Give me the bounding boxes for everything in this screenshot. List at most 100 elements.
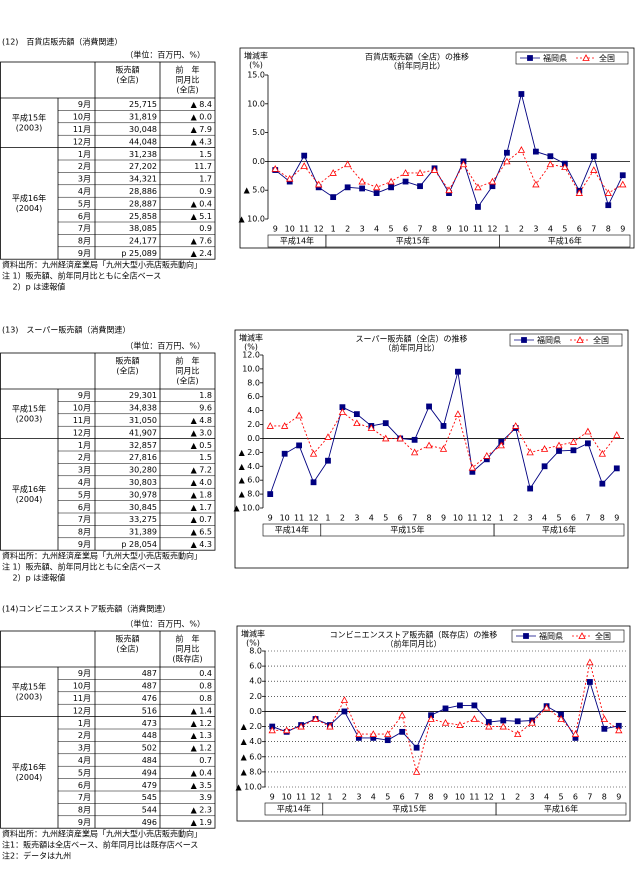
sales-cell: 496 [142, 818, 157, 827]
marker [396, 434, 404, 442]
month-cell: 8月 [78, 237, 91, 246]
marker [605, 202, 612, 209]
sales-cell: 484 [142, 756, 157, 765]
y-tick-label: 8.0 [247, 378, 260, 387]
x-tick-label: 11 [469, 793, 479, 802]
x-tick-label: 12 [482, 514, 492, 523]
sales-cell: 31,819 [129, 113, 157, 122]
legend-label: 福岡県 [537, 336, 561, 345]
yoy-cell: ▲ 1.3 [191, 731, 212, 740]
marker [358, 177, 366, 185]
marker [526, 448, 534, 456]
x-tick-label: 9 [268, 514, 273, 523]
table-header: 同月比 [176, 366, 200, 376]
sales-cell: 31,050 [129, 416, 157, 425]
x-tick-label: 1 [327, 793, 332, 802]
sales-cell: 24,177 [129, 237, 157, 246]
sales-cell: 30,845 [129, 503, 157, 512]
marker [297, 722, 305, 730]
yoy-cell: 0.7 [199, 756, 212, 765]
series-line [270, 411, 618, 469]
x-tick-label: 6 [403, 225, 408, 234]
x-tick-label: 3 [533, 225, 538, 234]
x-tick-label: 7 [414, 793, 419, 802]
yoy-cell: 1.7 [199, 175, 212, 184]
legend-box [511, 629, 625, 643]
x-tick-label: 6 [571, 514, 576, 523]
marker [281, 450, 288, 457]
marker [541, 463, 548, 470]
month-cell: 7月 [78, 224, 91, 233]
marker [459, 160, 468, 168]
month-cell: 2月 [78, 731, 91, 740]
year-label: 平成16年 [544, 804, 578, 814]
marker [440, 423, 447, 429]
x-tick-label: 9 [620, 225, 625, 234]
y-tick-label: ▲ 10.0 [233, 504, 260, 513]
marker [578, 632, 586, 639]
year-label: 平成16年 [548, 236, 582, 246]
sales-cell: 487 [142, 682, 157, 691]
yoy-cell: 0.4 [199, 669, 212, 678]
yoy-cell: ▲ 0.5 [191, 441, 212, 450]
month-cell: 9月 [78, 818, 91, 827]
yoy-cell: 0.8 [199, 682, 212, 691]
marker [590, 153, 597, 160]
x-tick-label: 4 [544, 793, 549, 802]
x-tick-label: 5 [383, 514, 388, 523]
month-cell: 3月 [78, 175, 91, 184]
x-tick-label: 8 [432, 225, 437, 234]
marker [286, 174, 294, 182]
x-tick-label: 9 [614, 514, 619, 523]
marker [268, 726, 276, 734]
chart-title: 百貨店販売額（全店）の推移 [365, 52, 469, 62]
marker [497, 441, 505, 449]
group-label: 平成15年 [12, 681, 46, 691]
marker [310, 479, 317, 486]
series-line [269, 371, 618, 495]
table-header: (既存店) [172, 654, 202, 664]
marker [295, 411, 303, 419]
year-band [499, 234, 631, 248]
table-border [0, 352, 216, 551]
x-tick-label: 6 [577, 225, 582, 234]
x-tick-label: 2 [515, 793, 520, 802]
sales-cell: 30,280 [129, 466, 157, 475]
yoy-cell: ▲ 4.3 [191, 540, 212, 549]
marker [514, 730, 522, 738]
x-tick-label: 11 [467, 514, 477, 523]
x-tick-label: 10 [453, 514, 463, 523]
group-label: 平成15年 [12, 112, 46, 122]
y-axis-label: (%) [244, 343, 258, 352]
marker [338, 408, 347, 415]
note: 注 1）販売額、前年同月比ともに全店ベース [2, 562, 161, 572]
x-tick-label: 4 [369, 514, 374, 523]
month-cell: 2月 [78, 162, 91, 171]
x-tick-label: 10 [285, 225, 295, 234]
sales-cell: p 28,054 [121, 540, 157, 549]
marker [532, 180, 540, 188]
month-cell: 4月 [78, 756, 91, 765]
sales-cell: 34,838 [129, 404, 157, 413]
y-tick-label: ▲ 5.0 [244, 186, 265, 195]
marker [571, 730, 580, 738]
sales-cell: 30,803 [129, 478, 157, 487]
month-cell: 12月 [73, 428, 91, 437]
marker [326, 722, 334, 730]
y-tick-label: ▲ 6.0 [239, 476, 260, 485]
marker [518, 91, 525, 97]
x-tick-label: 6 [573, 793, 578, 802]
y-tick-label: ▲ 2.0 [241, 722, 262, 731]
y-tick-label: 6.0 [247, 392, 260, 401]
marker [582, 54, 590, 61]
month-cell: 8月 [78, 806, 91, 815]
marker [455, 368, 461, 375]
y-axis-label: 増減率 [241, 629, 265, 639]
chart-frame [236, 625, 631, 822]
month-cell: 6月 [78, 212, 91, 221]
x-tick-label: 9 [273, 225, 278, 234]
year-label: 平成14年 [275, 525, 309, 535]
x-tick-label: 8 [600, 514, 605, 523]
x-tick-label: 6 [398, 514, 403, 523]
marker [442, 705, 449, 712]
